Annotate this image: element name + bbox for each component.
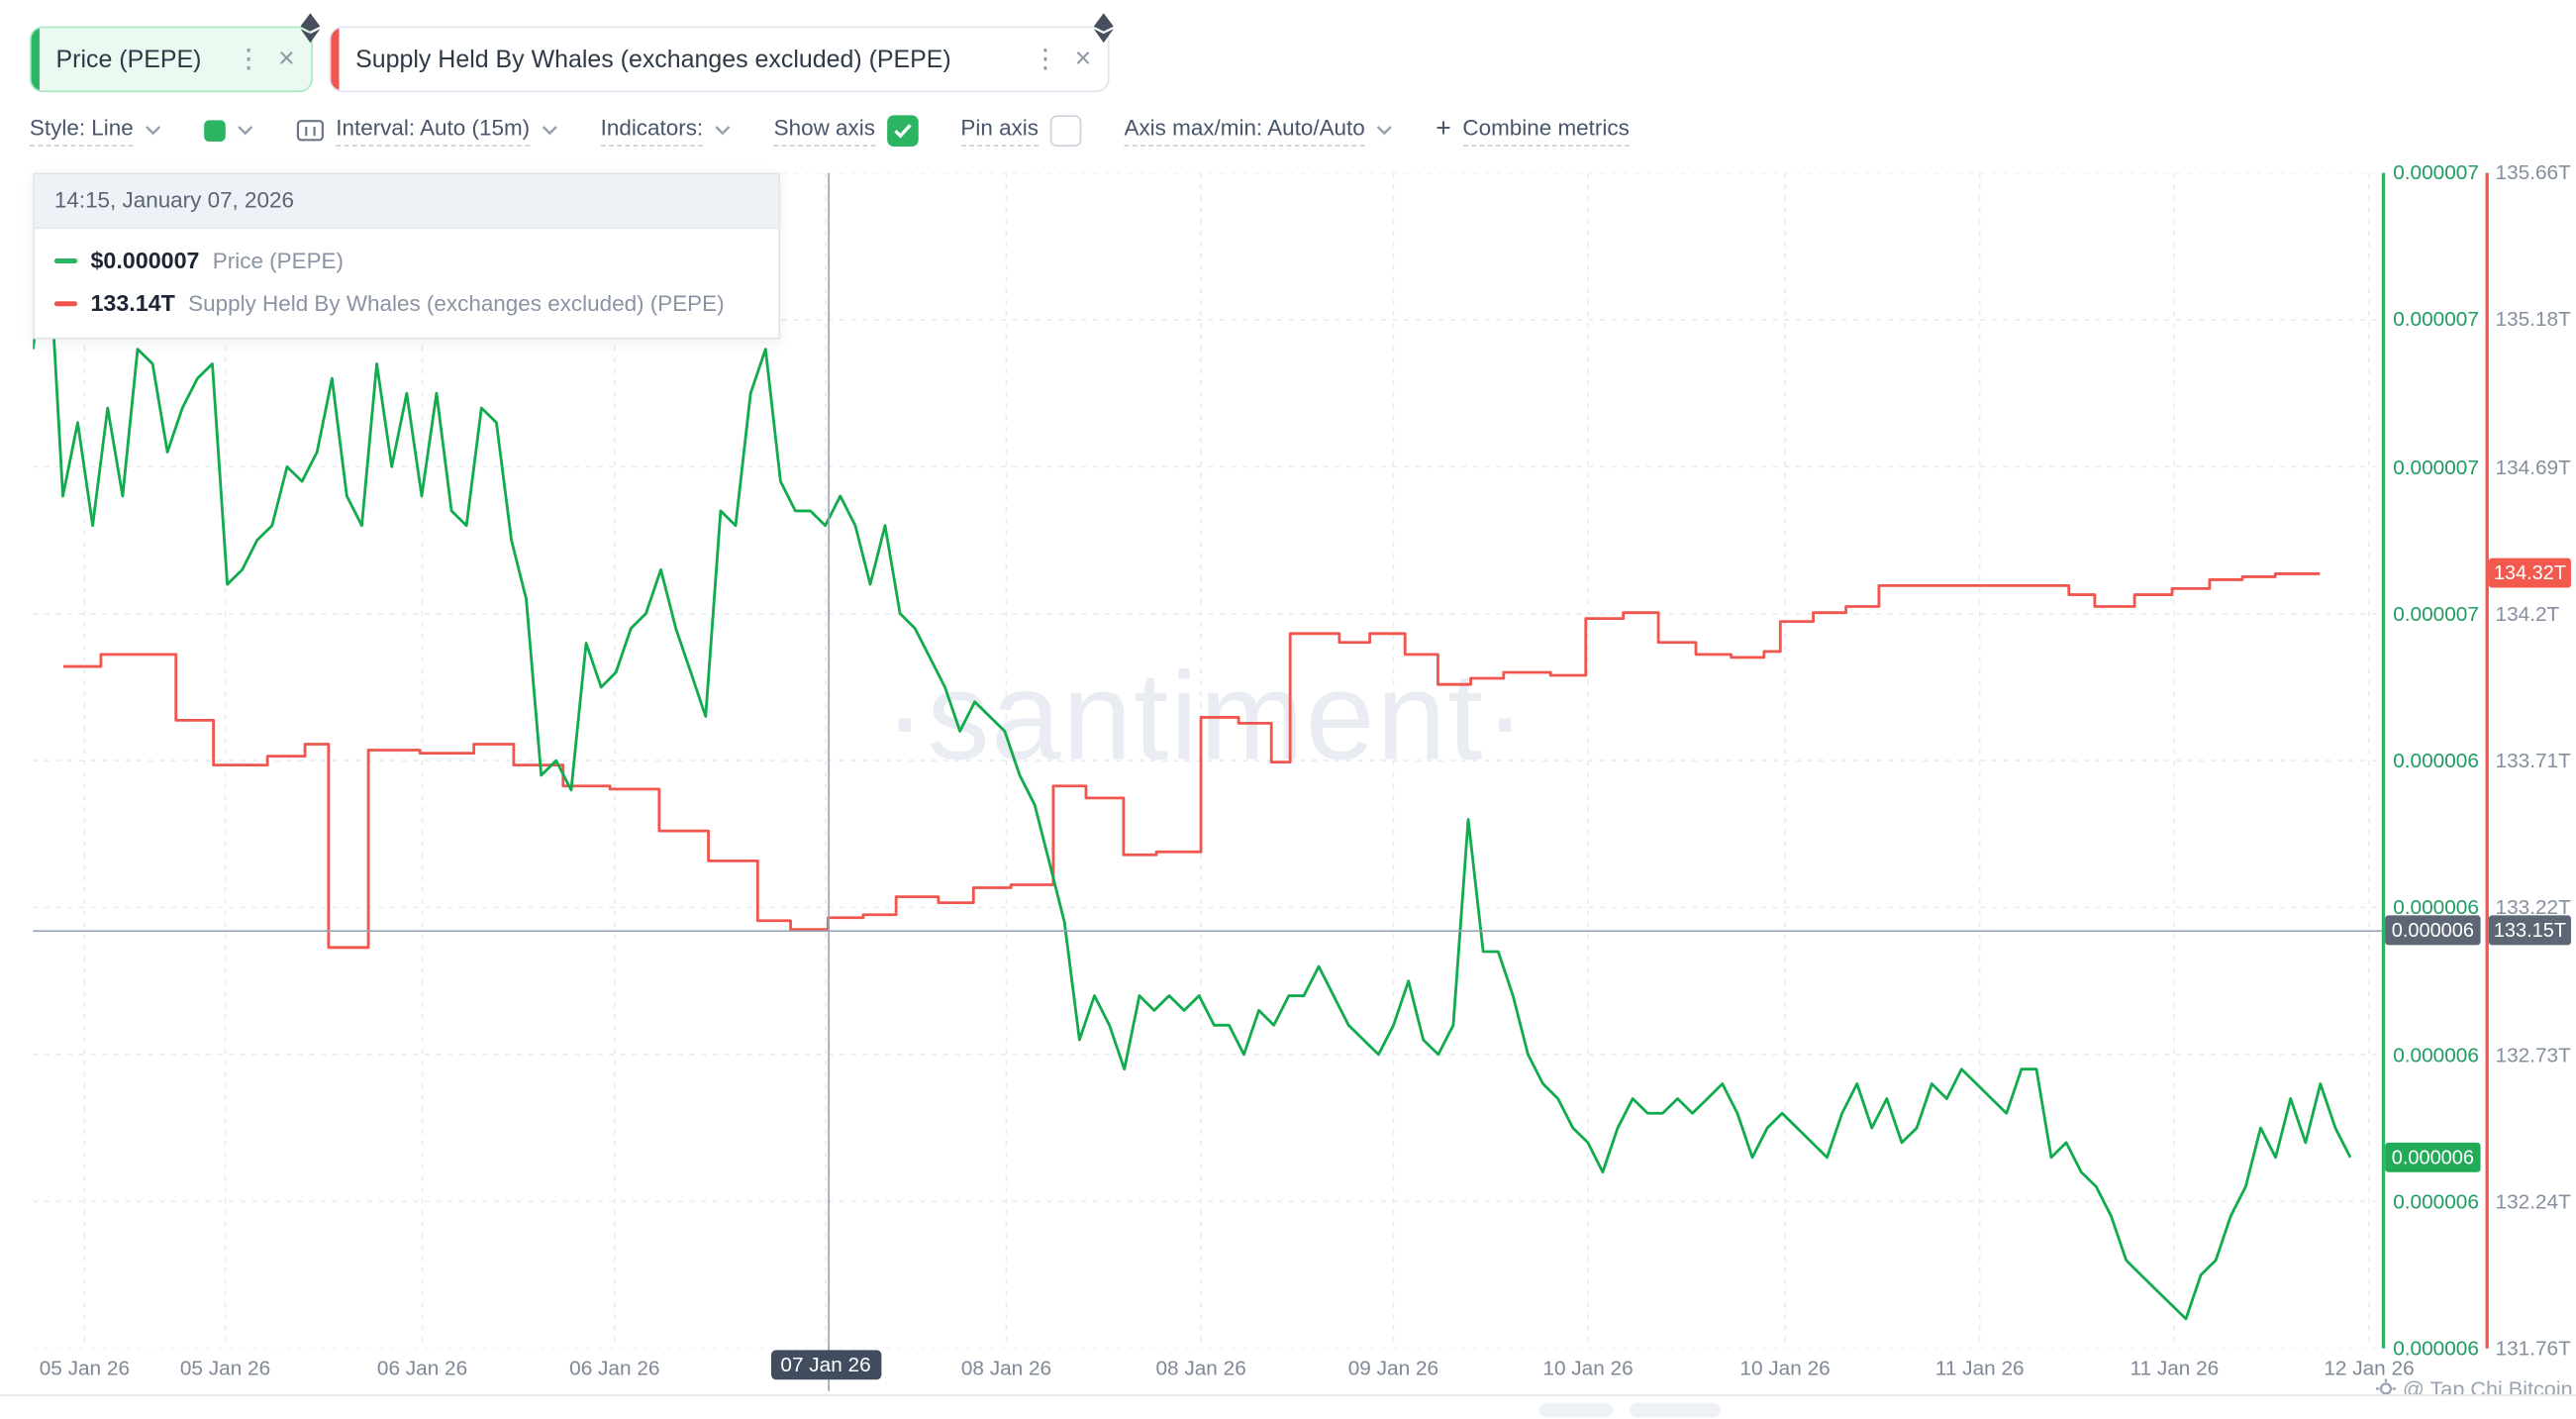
- metric-accent-bar: [331, 28, 340, 91]
- plus-icon: +: [1436, 115, 1451, 144]
- interval-selector[interactable]: Interval: Auto (15m): [296, 115, 557, 147]
- style-selector[interactable]: Style: Line: [29, 115, 161, 147]
- tooltip-row-price: $0.000007 Price (PEPE): [35, 239, 779, 281]
- close-icon[interactable]: ×: [1074, 43, 1092, 74]
- pin-axis-toggle[interactable]: Pin axis: [960, 114, 1082, 147]
- show-axis-checkbox[interactable]: [886, 114, 919, 147]
- tooltip-supply-label: Supply Held By Whales (exchanges exclude…: [188, 290, 725, 316]
- style-label: Style: Line: [29, 115, 134, 147]
- tooltip-timestamp: 14:15, January 07, 2026: [34, 174, 779, 230]
- supply-axis-tick: 133.71T: [2495, 749, 2571, 772]
- interval-icon: [296, 120, 325, 142]
- footer-shape: [1629, 1402, 1721, 1418]
- chart-toolbar: Style: Line Interval: Auto (15m) Indicat…: [29, 105, 1630, 154]
- axis-maxmin-label: Axis max/min: Auto/Auto: [1124, 115, 1365, 147]
- price-axis-tick: 0.000006: [2393, 1189, 2479, 1213]
- date-tick: 10 Jan 26: [1739, 1356, 1831, 1380]
- supply-axis-tick: 132.24T: [2495, 1189, 2571, 1213]
- price-crosshair-badge: 0.000006: [2385, 915, 2481, 946]
- eth-diamond-icon: [1093, 13, 1114, 44]
- price-series-dash-icon: [53, 257, 78, 263]
- interval-label: Interval: Auto (15m): [336, 115, 531, 147]
- supply-axis-tick: 132.73T: [2495, 1043, 2571, 1066]
- metric-tab-whale-supply[interactable]: Supply Held By Whales (exchanges exclude…: [329, 26, 1110, 93]
- show-axis-toggle[interactable]: Show axis: [773, 114, 919, 147]
- chevron-down-icon: [1377, 126, 1393, 136]
- color-swatch[interactable]: [204, 119, 226, 142]
- supply-axis-tick: 131.76T: [2495, 1337, 2571, 1361]
- tooltip-row-supply: 133.14T Supply Held By Whales (exchanges…: [35, 281, 779, 324]
- supply-series-dash-icon: [53, 300, 78, 306]
- supply-axis-tick: 134.2T: [2495, 602, 2560, 626]
- supply-crosshair-badge: 133.15T: [2488, 915, 2572, 946]
- tooltip-price-label: Price (PEPE): [212, 248, 345, 273]
- price-axis-tick: 0.000006: [2393, 1043, 2479, 1066]
- price-axis-tick: 0.000007: [2393, 602, 2479, 626]
- pin-axis-label: Pin axis: [960, 115, 1040, 147]
- metric-tab-label: Price (PEPE): [55, 45, 202, 73]
- chevron-down-icon: [715, 126, 731, 136]
- eth-diamond-icon: [300, 13, 321, 44]
- axis-maxmin-selector[interactable]: Axis max/min: Auto/Auto: [1124, 115, 1393, 147]
- check-icon: [893, 123, 912, 138]
- supply-axis-tick: 134.69T: [2495, 455, 2571, 478]
- kebab-menu-icon[interactable]: ⋮: [1032, 46, 1059, 74]
- price-axis-tick: 0.000006: [2393, 1337, 2479, 1361]
- price-axis-line: [2381, 172, 2386, 1349]
- color-selector[interactable]: [204, 119, 253, 142]
- date-tick: 11 Jan 26: [2130, 1356, 2220, 1380]
- supply-axis-tick: 135.18T: [2495, 308, 2571, 332]
- combine-metrics-label: Combine metrics: [1462, 115, 1630, 147]
- date-tick: 08 Jan 26: [960, 1356, 1052, 1380]
- date-tick: 08 Jan 26: [1155, 1356, 1246, 1380]
- date-tick-highlighted: 07 Jan 26: [770, 1350, 881, 1380]
- date-tick: 06 Jan 26: [569, 1356, 660, 1380]
- chart-tooltip: 14:15, January 07, 2026 $0.000007 Price …: [33, 172, 781, 340]
- price-axis-tick: 0.000007: [2393, 455, 2479, 478]
- supply-current-badge: 134.32T: [2488, 558, 2572, 589]
- show-axis-label: Show axis: [773, 115, 875, 147]
- footer-shape: [1538, 1402, 1614, 1418]
- date-tick: 11 Jan 26: [1934, 1356, 2025, 1380]
- date-tick: 09 Jan 26: [1347, 1356, 1439, 1380]
- price-axis-tick: 0.000007: [2393, 160, 2479, 185]
- date-tick: 05 Jan 26: [39, 1356, 131, 1380]
- tooltip-price-value: $0.000007: [90, 247, 200, 273]
- supply-axis-tick: 135.66T: [2495, 160, 2571, 185]
- kebab-menu-icon[interactable]: ⋮: [235, 46, 262, 74]
- date-tick: 12 Jan 26: [2324, 1356, 2415, 1380]
- pin-axis-checkbox[interactable]: [1049, 114, 1082, 147]
- indicators-label: Indicators:: [600, 115, 704, 147]
- metric-tab-label: Supply Held By Whales (exchanges exclude…: [355, 45, 951, 73]
- crosshair-horizontal-line: [33, 930, 2382, 932]
- date-tick: 05 Jan 26: [179, 1356, 271, 1380]
- chevron-down-icon: [146, 126, 161, 136]
- crosshair-vertical-line: [828, 172, 831, 1391]
- chevron-down-icon: [542, 126, 557, 136]
- indicators-selector[interactable]: Indicators:: [600, 115, 732, 147]
- price-current-badge: 0.000006: [2385, 1142, 2481, 1172]
- date-tick: 06 Jan 26: [376, 1356, 468, 1380]
- close-icon[interactable]: ×: [278, 43, 295, 74]
- tooltip-rows: $0.000007 Price (PEPE) 133.14T Supply He…: [35, 229, 779, 338]
- price-axis-tick: 0.000006: [2393, 895, 2479, 920]
- supply-axis-tick: 133.22T: [2495, 895, 2571, 920]
- metric-accent-bar: [31, 28, 40, 91]
- tooltip-supply-value: 133.14T: [90, 289, 175, 317]
- date-tick: 10 Jan 26: [1542, 1356, 1634, 1380]
- bottom-strip: [0, 1394, 2576, 1419]
- chevron-down-icon: [238, 126, 253, 136]
- supply-axis-line: [2485, 172, 2489, 1349]
- price-axis-tick: 0.000007: [2393, 308, 2479, 332]
- price-axis-tick: 0.000006: [2393, 749, 2479, 772]
- combine-metrics-button[interactable]: + Combine metrics: [1436, 115, 1630, 147]
- metric-tab-price[interactable]: Price (PEPE) ⋮ ×: [29, 26, 313, 93]
- chart-plot[interactable]: [33, 172, 2379, 1349]
